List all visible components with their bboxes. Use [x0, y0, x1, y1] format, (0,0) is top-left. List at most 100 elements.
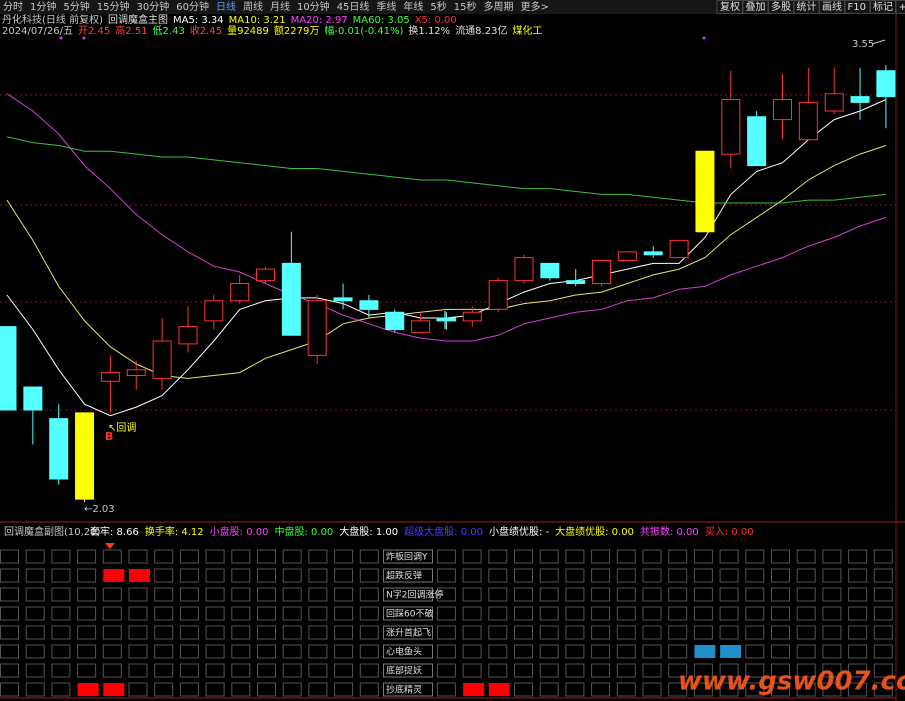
- sub-stat: 超级大盘股: 0.00: [404, 525, 483, 538]
- grid-cell: [745, 568, 765, 583]
- grid-cell: [591, 606, 611, 621]
- grid-cell: [745, 625, 765, 640]
- grid-cell: [359, 644, 379, 659]
- grid-cell: [591, 568, 611, 583]
- tool-button[interactable]: +自选: [899, 0, 905, 13]
- grid-cell: [51, 644, 71, 659]
- info-text: 2024/07/26/五: [2, 26, 73, 37]
- tool-button[interactable]: 复权: [720, 0, 740, 13]
- period-tab[interactable]: 30分钟: [136, 0, 169, 13]
- candle-body: [566, 280, 586, 284]
- candle-body: [23, 386, 43, 411]
- row-label: 超跌反弹: [386, 570, 422, 582]
- grid-cell: [282, 625, 302, 640]
- grid-cell: [154, 606, 174, 621]
- tool-button[interactable]: 画线: [822, 0, 842, 13]
- period-tab[interactable]: 5秒: [430, 0, 446, 13]
- period-tab[interactable]: 月线: [270, 0, 290, 13]
- grid-cell: [796, 625, 816, 640]
- grid-cell: [231, 663, 251, 678]
- candle-body: [126, 369, 146, 376]
- period-tab[interactable]: 5分钟: [63, 0, 89, 13]
- period-tab[interactable]: 周线: [243, 0, 263, 13]
- grid-cell: [436, 625, 456, 640]
- grid-cell: [771, 663, 790, 678]
- candle-body: [514, 257, 534, 282]
- grid-cell: [873, 644, 893, 659]
- period-tab[interactable]: 日线: [216, 0, 236, 13]
- period-tab[interactable]: 季线: [376, 0, 396, 13]
- grid-cell: [102, 644, 122, 659]
- tool-button[interactable]: 标记: [873, 1, 893, 13]
- candle-body: [307, 300, 327, 356]
- tool-button[interactable]: 叠加: [746, 1, 766, 13]
- grid-cell: [0, 625, 19, 640]
- grid-cell: [873, 606, 893, 621]
- grid-cell: [179, 587, 199, 602]
- buy-signal: B: [105, 430, 113, 443]
- grid-cell: [308, 663, 328, 678]
- grid-cell: [539, 644, 559, 659]
- candle-body: [152, 340, 172, 379]
- period-tab[interactable]: 60分钟: [176, 0, 209, 13]
- grid-cell: [796, 644, 816, 659]
- grid-cell: [231, 587, 251, 602]
- grid-cell: [565, 587, 585, 602]
- candle-body: [669, 239, 689, 259]
- grid-cell: [668, 682, 688, 697]
- sub-stat: 买入: 0.00: [705, 526, 754, 538]
- marker-dot: [59, 36, 63, 40]
- grid-cell: [565, 625, 585, 640]
- period-tab[interactable]: 更多>: [521, 0, 549, 13]
- grid-cell: [334, 644, 354, 659]
- period-tab[interactable]: 多周期: [484, 0, 514, 13]
- info-text: 开2.45: [78, 26, 110, 37]
- period-tab[interactable]: 1分钟: [30, 0, 56, 13]
- grid-cell: [77, 625, 97, 640]
- grid-cell: [616, 606, 636, 621]
- tool-button[interactable]: F10: [848, 2, 866, 13]
- grid-cell: [848, 644, 868, 659]
- period-tab[interactable]: 15秒: [454, 0, 477, 13]
- candle-body: [49, 418, 69, 480]
- grid-cell: [873, 568, 893, 583]
- period-tab[interactable]: 10分钟: [297, 0, 330, 13]
- candle-body: [747, 116, 767, 167]
- period-tab[interactable]: 15分钟: [97, 0, 130, 13]
- candle-body: [333, 297, 353, 302]
- grid-cell: [334, 549, 354, 564]
- grid-cell: [282, 549, 302, 564]
- grid-cell: [334, 663, 354, 678]
- grid-cell: [565, 663, 585, 678]
- row-label-box: [383, 549, 433, 564]
- info-text: 回调魔盒主图: [108, 13, 168, 26]
- candle-body: [617, 251, 637, 261]
- grid-cell: [205, 644, 225, 659]
- period-tab[interactable]: 分时: [3, 1, 23, 13]
- grid-cell: [154, 663, 174, 678]
- grid-cell: [719, 568, 739, 583]
- grid-cell: [796, 587, 816, 602]
- period-tab[interactable]: 45日线: [337, 0, 370, 13]
- signal-note: ↖回调: [108, 422, 136, 434]
- grid-cell: [539, 549, 559, 564]
- grid-cell: [591, 682, 611, 697]
- row-label-box: [383, 644, 433, 659]
- grid-cell: [462, 549, 482, 564]
- grid-cell: [488, 644, 508, 659]
- tool-button[interactable]: 统计: [797, 0, 817, 13]
- grid-cell: [462, 625, 482, 640]
- grid-cell: [514, 549, 533, 564]
- tool-button[interactable]: 多股: [771, 0, 791, 13]
- grid-cell: [616, 568, 636, 583]
- row-label-box: [383, 682, 433, 697]
- candle-body: [0, 326, 17, 411]
- grid-cell: [77, 568, 97, 583]
- grid-cell: [436, 682, 456, 697]
- high-label: 3.55: [852, 39, 874, 50]
- watermark: www.gsw007.com: [678, 667, 905, 697]
- period-tab[interactable]: 年线: [403, 0, 423, 13]
- grid-cell: [745, 644, 765, 659]
- grid-cell: [205, 568, 225, 583]
